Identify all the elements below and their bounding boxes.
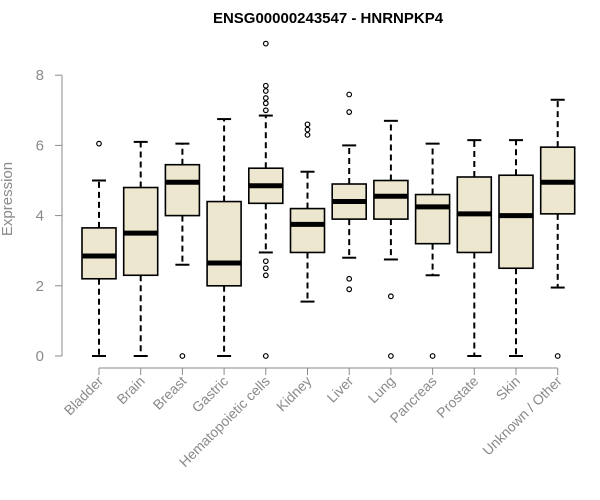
y-tick-label: 4 [36, 208, 44, 225]
x-tick-label: Brain [113, 373, 147, 407]
outlier-point [262, 95, 269, 101]
outlier-point [304, 131, 311, 138]
axes: 0 2 4 6 8 [36, 67, 558, 369]
outlier-point [388, 353, 394, 359]
box-group [498, 139, 534, 357]
x-tick-label: Lung [365, 373, 398, 406]
outlier-point [346, 286, 353, 293]
outlier-point [429, 353, 436, 359]
box-group [373, 119, 409, 359]
x-tick-label: Liver [324, 373, 357, 406]
box-group [122, 140, 159, 357]
box-iqr [373, 179, 409, 220]
outlier-point [262, 265, 269, 272]
y-tick-label: 0 [36, 348, 44, 365]
box-iqr [81, 227, 117, 280]
box-group [164, 142, 201, 359]
box-iqr [498, 174, 534, 270]
x-tick-label: Prostate [433, 373, 481, 421]
outlier-point [388, 293, 394, 300]
outlier-point [262, 272, 269, 279]
box-group [81, 140, 117, 357]
box-iqr [164, 163, 201, 217]
outlier-point [96, 140, 102, 147]
outlier-point [304, 126, 311, 133]
outlier-point [262, 107, 269, 114]
box-group [539, 98, 576, 359]
outlier-point [346, 275, 353, 282]
outlier-point [262, 100, 269, 107]
box-group [206, 118, 242, 357]
box-group [414, 142, 451, 359]
outlier-point [554, 353, 561, 359]
outlier-point [346, 91, 353, 98]
x-tick-label: Skin [493, 373, 524, 404]
x-tick-label: Unknown / Other [479, 373, 565, 459]
outlier-point [262, 258, 269, 265]
y-tick-label: 2 [36, 278, 44, 295]
outlier-point [262, 40, 269, 47]
box-iqr [414, 193, 451, 245]
outlier-point [346, 109, 353, 115]
outlier-point [262, 88, 269, 94]
outlier-point [262, 353, 269, 359]
y-tick-label: 8 [36, 67, 44, 84]
y-axis-label: Expression [0, 162, 16, 236]
x-tick-label: Bladder [61, 373, 107, 419]
x-tick-label: Breast [150, 373, 190, 413]
box-iqr [206, 200, 242, 287]
y-tick-label: 6 [36, 137, 44, 154]
outlier-point [262, 82, 269, 89]
box-group [289, 121, 326, 303]
boxes [81, 40, 576, 359]
chart-title: ENSG00000243547 - HNRNPKP4 [213, 10, 444, 27]
outlier-point [304, 121, 311, 128]
box-group [456, 139, 493, 357]
x-tick-label: Kidney [273, 373, 315, 415]
box-group [248, 40, 284, 359]
box-iqr [289, 207, 326, 254]
outlier-point [179, 353, 186, 359]
box-group [331, 91, 368, 293]
